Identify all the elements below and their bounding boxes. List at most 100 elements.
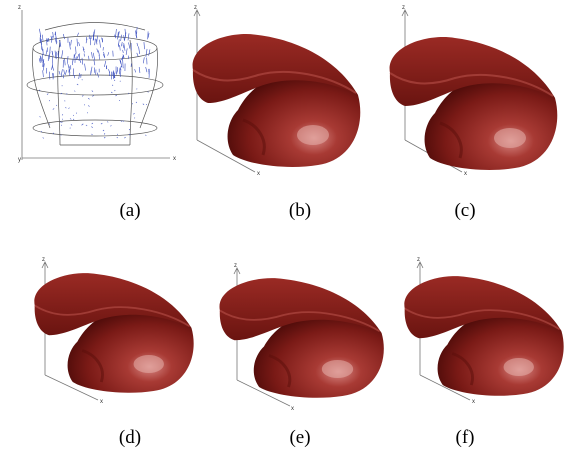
- vector: [120, 45, 121, 50]
- vector: [123, 50, 124, 53]
- vector: [65, 58, 66, 65]
- vector: [72, 60, 73, 65]
- vector: [117, 32, 118, 40]
- vector: [136, 102, 137, 103]
- axis-label: y: [18, 157, 21, 163]
- vector: [76, 113, 77, 114]
- caption: (f): [456, 427, 475, 448]
- vector: [117, 137, 118, 138]
- vector: [42, 46, 43, 51]
- panel-a: z y x (a): [18, 5, 176, 221]
- vector: [88, 98, 89, 99]
- vector: [86, 125, 87, 126]
- vector: [79, 42, 80, 46]
- vector: [79, 73, 80, 79]
- vector: [143, 104, 144, 105]
- vector: [121, 35, 122, 41]
- vector: [124, 137, 125, 138]
- vector: [39, 58, 40, 63]
- vector: [95, 39, 96, 45]
- panel-d: z x (d): [34, 257, 193, 448]
- vector: [82, 124, 83, 125]
- vector: [59, 71, 60, 75]
- axis-label: x: [291, 406, 294, 412]
- panel-f: z x (f): [404, 257, 563, 448]
- vector: [46, 50, 47, 56]
- vector: [71, 124, 72, 125]
- vector: [53, 109, 54, 110]
- vector: [77, 39, 78, 47]
- vector: [128, 56, 129, 59]
- vector: [91, 67, 92, 74]
- axis-label: x: [257, 171, 260, 177]
- vector: [100, 40, 101, 48]
- vector: [77, 84, 78, 85]
- caption: (d): [119, 427, 141, 448]
- vector: [124, 35, 125, 41]
- vector: [124, 43, 125, 51]
- vector: [71, 40, 72, 45]
- vector: [137, 43, 138, 46]
- surface: [404, 276, 563, 396]
- caption: (a): [119, 200, 140, 221]
- vector: [125, 29, 126, 37]
- vector: [64, 70, 65, 75]
- vector: [69, 108, 70, 109]
- vector: [73, 119, 74, 120]
- vector: [114, 90, 115, 91]
- vector: [104, 61, 105, 67]
- figure: z y x (a) z x (b) z x (c) z x (d) z x: [0, 0, 570, 454]
- vector: [91, 52, 92, 58]
- vector: [62, 50, 63, 58]
- axis-label: x: [100, 399, 103, 405]
- vector: [104, 133, 105, 134]
- vector: [146, 67, 147, 72]
- caption: (b): [289, 200, 311, 221]
- page: {"panels": [ {"label": "(a)", "axes": ["…: [0, 0, 570, 454]
- panel-e: z x (e): [219, 263, 383, 448]
- vector: [118, 39, 119, 45]
- axis-label: z: [18, 5, 21, 11]
- vector: [92, 91, 93, 92]
- vector: [128, 33, 129, 40]
- vector: [43, 70, 44, 77]
- vector: [108, 52, 109, 56]
- vector: [62, 114, 63, 115]
- vector: [111, 125, 112, 126]
- vector: [101, 123, 102, 124]
- axis-label: x: [472, 399, 475, 405]
- vector: [40, 116, 41, 117]
- vector: [99, 55, 100, 59]
- axis-label: z: [194, 5, 197, 11]
- vector: [91, 134, 92, 135]
- vector: [88, 105, 89, 106]
- caption: (c): [454, 200, 475, 221]
- vector: [107, 121, 108, 122]
- surface: [390, 37, 558, 170]
- axis-label: x: [464, 171, 467, 177]
- vector: [144, 42, 145, 49]
- vector: [92, 95, 93, 96]
- vector: [42, 35, 43, 41]
- vector: [77, 54, 78, 58]
- vector: [114, 73, 115, 78]
- vector: [70, 118, 71, 119]
- vector: [97, 49, 98, 53]
- vector: [115, 95, 116, 96]
- vector: [92, 123, 93, 124]
- vector: [146, 49, 147, 57]
- vector: [65, 107, 66, 108]
- vector: [93, 53, 94, 60]
- axis-label: z: [402, 5, 405, 11]
- wireframe: [33, 120, 157, 136]
- surface: [34, 273, 193, 393]
- vector: [76, 46, 77, 53]
- vector: [50, 47, 51, 55]
- vector: [98, 50, 99, 55]
- axis-label: z: [234, 263, 237, 269]
- surface: [193, 34, 361, 167]
- axis-label: z: [42, 257, 45, 263]
- vector: [139, 67, 140, 73]
- vector: [129, 42, 130, 48]
- vector: [82, 58, 83, 65]
